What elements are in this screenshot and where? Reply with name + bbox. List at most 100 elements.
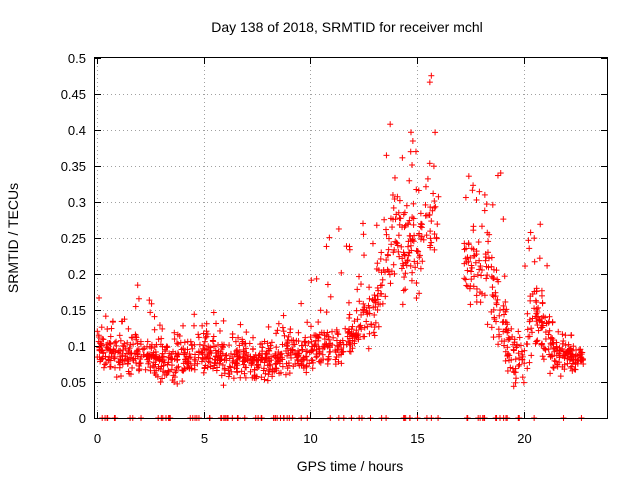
data-point bbox=[366, 304, 373, 311]
data-point bbox=[222, 352, 229, 359]
data-point bbox=[249, 374, 256, 381]
data-point bbox=[462, 276, 469, 283]
data-point bbox=[468, 276, 475, 283]
data-point bbox=[324, 356, 331, 363]
data-point bbox=[410, 221, 417, 228]
data-point bbox=[495, 278, 502, 285]
data-point bbox=[165, 367, 172, 374]
data-point bbox=[125, 368, 132, 375]
data-point bbox=[398, 265, 405, 272]
data-point bbox=[462, 194, 469, 201]
data-point bbox=[161, 359, 168, 366]
data-point bbox=[261, 376, 268, 383]
data-point bbox=[171, 379, 178, 386]
data-point bbox=[143, 343, 150, 350]
data-point bbox=[218, 346, 225, 353]
data-point bbox=[526, 359, 533, 366]
data-point bbox=[549, 318, 556, 325]
data-point bbox=[281, 332, 288, 339]
data-point bbox=[266, 358, 273, 365]
data-point bbox=[286, 370, 293, 377]
data-point bbox=[171, 374, 178, 381]
data-point bbox=[409, 162, 416, 169]
data-point bbox=[516, 355, 523, 362]
data-point bbox=[427, 242, 434, 249]
data-point bbox=[407, 262, 414, 269]
data-point bbox=[371, 311, 378, 318]
data-point bbox=[158, 335, 165, 342]
data-point bbox=[174, 331, 181, 338]
y-axis-label: SRMTID / TECUs bbox=[5, 183, 21, 293]
data-point bbox=[534, 322, 541, 329]
data-point bbox=[338, 360, 345, 367]
plot-frame bbox=[94, 57, 608, 419]
data-point bbox=[98, 324, 105, 331]
data-point bbox=[333, 353, 340, 360]
data-point bbox=[375, 287, 382, 294]
data-point bbox=[432, 203, 439, 210]
data-point bbox=[177, 339, 184, 346]
data-point bbox=[195, 331, 202, 338]
data-point bbox=[403, 262, 410, 269]
y-tick-label: 0.35 bbox=[61, 159, 86, 174]
data-point bbox=[290, 363, 297, 370]
data-point bbox=[105, 346, 112, 353]
data-point bbox=[431, 246, 438, 253]
data-point bbox=[531, 258, 538, 265]
data-point bbox=[356, 323, 363, 330]
data-point bbox=[464, 267, 471, 274]
data-point bbox=[564, 355, 571, 362]
data-point bbox=[216, 360, 223, 367]
data-point bbox=[354, 316, 361, 323]
data-point bbox=[387, 280, 394, 287]
data-point bbox=[481, 207, 488, 214]
data-point bbox=[313, 351, 320, 358]
data-point bbox=[504, 321, 511, 328]
data-point bbox=[260, 367, 267, 374]
data-point bbox=[547, 353, 554, 360]
data-point bbox=[481, 292, 488, 299]
data-point bbox=[264, 362, 271, 369]
data-point bbox=[473, 285, 480, 292]
data-point bbox=[526, 318, 533, 325]
data-point bbox=[313, 275, 320, 282]
data-point bbox=[402, 259, 409, 266]
data-point bbox=[119, 352, 126, 359]
data-point bbox=[531, 305, 538, 312]
data-point bbox=[147, 309, 154, 316]
data-point bbox=[533, 318, 540, 325]
data-point bbox=[220, 317, 227, 324]
data-point bbox=[107, 346, 114, 353]
data-point bbox=[353, 333, 360, 340]
data-point bbox=[489, 292, 496, 299]
data-point bbox=[390, 261, 397, 268]
axis-ticks bbox=[95, 58, 607, 419]
data-point bbox=[378, 249, 385, 256]
data-point bbox=[539, 300, 546, 307]
data-point bbox=[326, 336, 333, 343]
data-point bbox=[171, 329, 178, 336]
data-point bbox=[135, 295, 142, 302]
data-point bbox=[128, 334, 135, 341]
data-point bbox=[237, 374, 244, 381]
data-point bbox=[159, 343, 166, 350]
data-point bbox=[381, 216, 388, 223]
data-point bbox=[354, 286, 361, 293]
data-point bbox=[395, 232, 402, 239]
data-point bbox=[377, 282, 384, 289]
data-point bbox=[203, 333, 210, 340]
data-point bbox=[525, 333, 532, 340]
data-point bbox=[106, 339, 113, 346]
data-point bbox=[180, 367, 187, 374]
y-tick-label: 0.05 bbox=[61, 375, 86, 390]
data-point bbox=[124, 360, 131, 367]
data-point bbox=[387, 215, 394, 222]
data-point bbox=[461, 260, 468, 267]
data-point bbox=[544, 262, 551, 269]
data-point bbox=[226, 342, 233, 349]
data-point bbox=[242, 374, 249, 381]
data-point bbox=[346, 315, 353, 322]
data-point bbox=[187, 354, 194, 361]
data-point bbox=[134, 282, 141, 289]
data-point bbox=[101, 361, 108, 368]
